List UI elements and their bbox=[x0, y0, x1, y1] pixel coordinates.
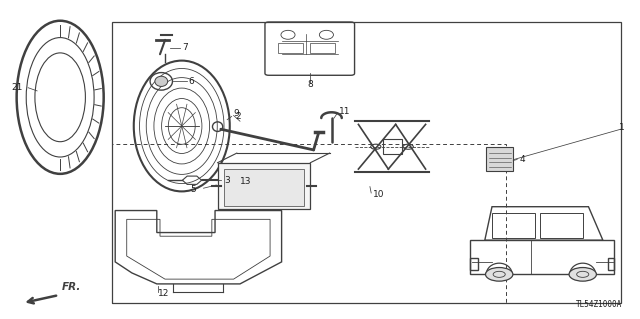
Bar bbox=[540, 213, 583, 238]
Bar bbox=[112, 22, 621, 303]
Bar bbox=[278, 43, 303, 53]
Text: TL54Z1000A: TL54Z1000A bbox=[576, 300, 622, 309]
Circle shape bbox=[403, 144, 413, 149]
Circle shape bbox=[371, 144, 381, 149]
Text: 21: 21 bbox=[12, 83, 23, 92]
Text: 2: 2 bbox=[236, 112, 241, 121]
Text: 5: 5 bbox=[191, 185, 196, 194]
Bar bbox=[492, 213, 535, 238]
Text: 9: 9 bbox=[234, 109, 239, 118]
Text: 1: 1 bbox=[619, 123, 625, 132]
Circle shape bbox=[486, 268, 513, 281]
Bar bbox=[224, 169, 304, 206]
Text: FR.: FR. bbox=[62, 282, 81, 292]
Bar bbox=[383, 139, 401, 154]
Bar bbox=[310, 43, 335, 53]
Bar bbox=[218, 163, 310, 209]
Ellipse shape bbox=[155, 76, 168, 86]
Text: 6: 6 bbox=[189, 77, 195, 86]
Text: 3: 3 bbox=[224, 176, 230, 185]
Text: 13: 13 bbox=[240, 177, 252, 186]
Text: 10: 10 bbox=[372, 190, 384, 199]
Bar bbox=[486, 147, 513, 171]
Bar bbox=[470, 258, 478, 271]
Bar bbox=[608, 258, 614, 271]
Text: 8: 8 bbox=[307, 80, 312, 89]
Bar bbox=[112, 144, 506, 303]
Text: 11: 11 bbox=[339, 107, 351, 116]
Text: 7: 7 bbox=[182, 43, 188, 52]
Circle shape bbox=[569, 268, 596, 281]
Text: 4: 4 bbox=[520, 155, 525, 164]
Text: 12: 12 bbox=[158, 289, 170, 298]
